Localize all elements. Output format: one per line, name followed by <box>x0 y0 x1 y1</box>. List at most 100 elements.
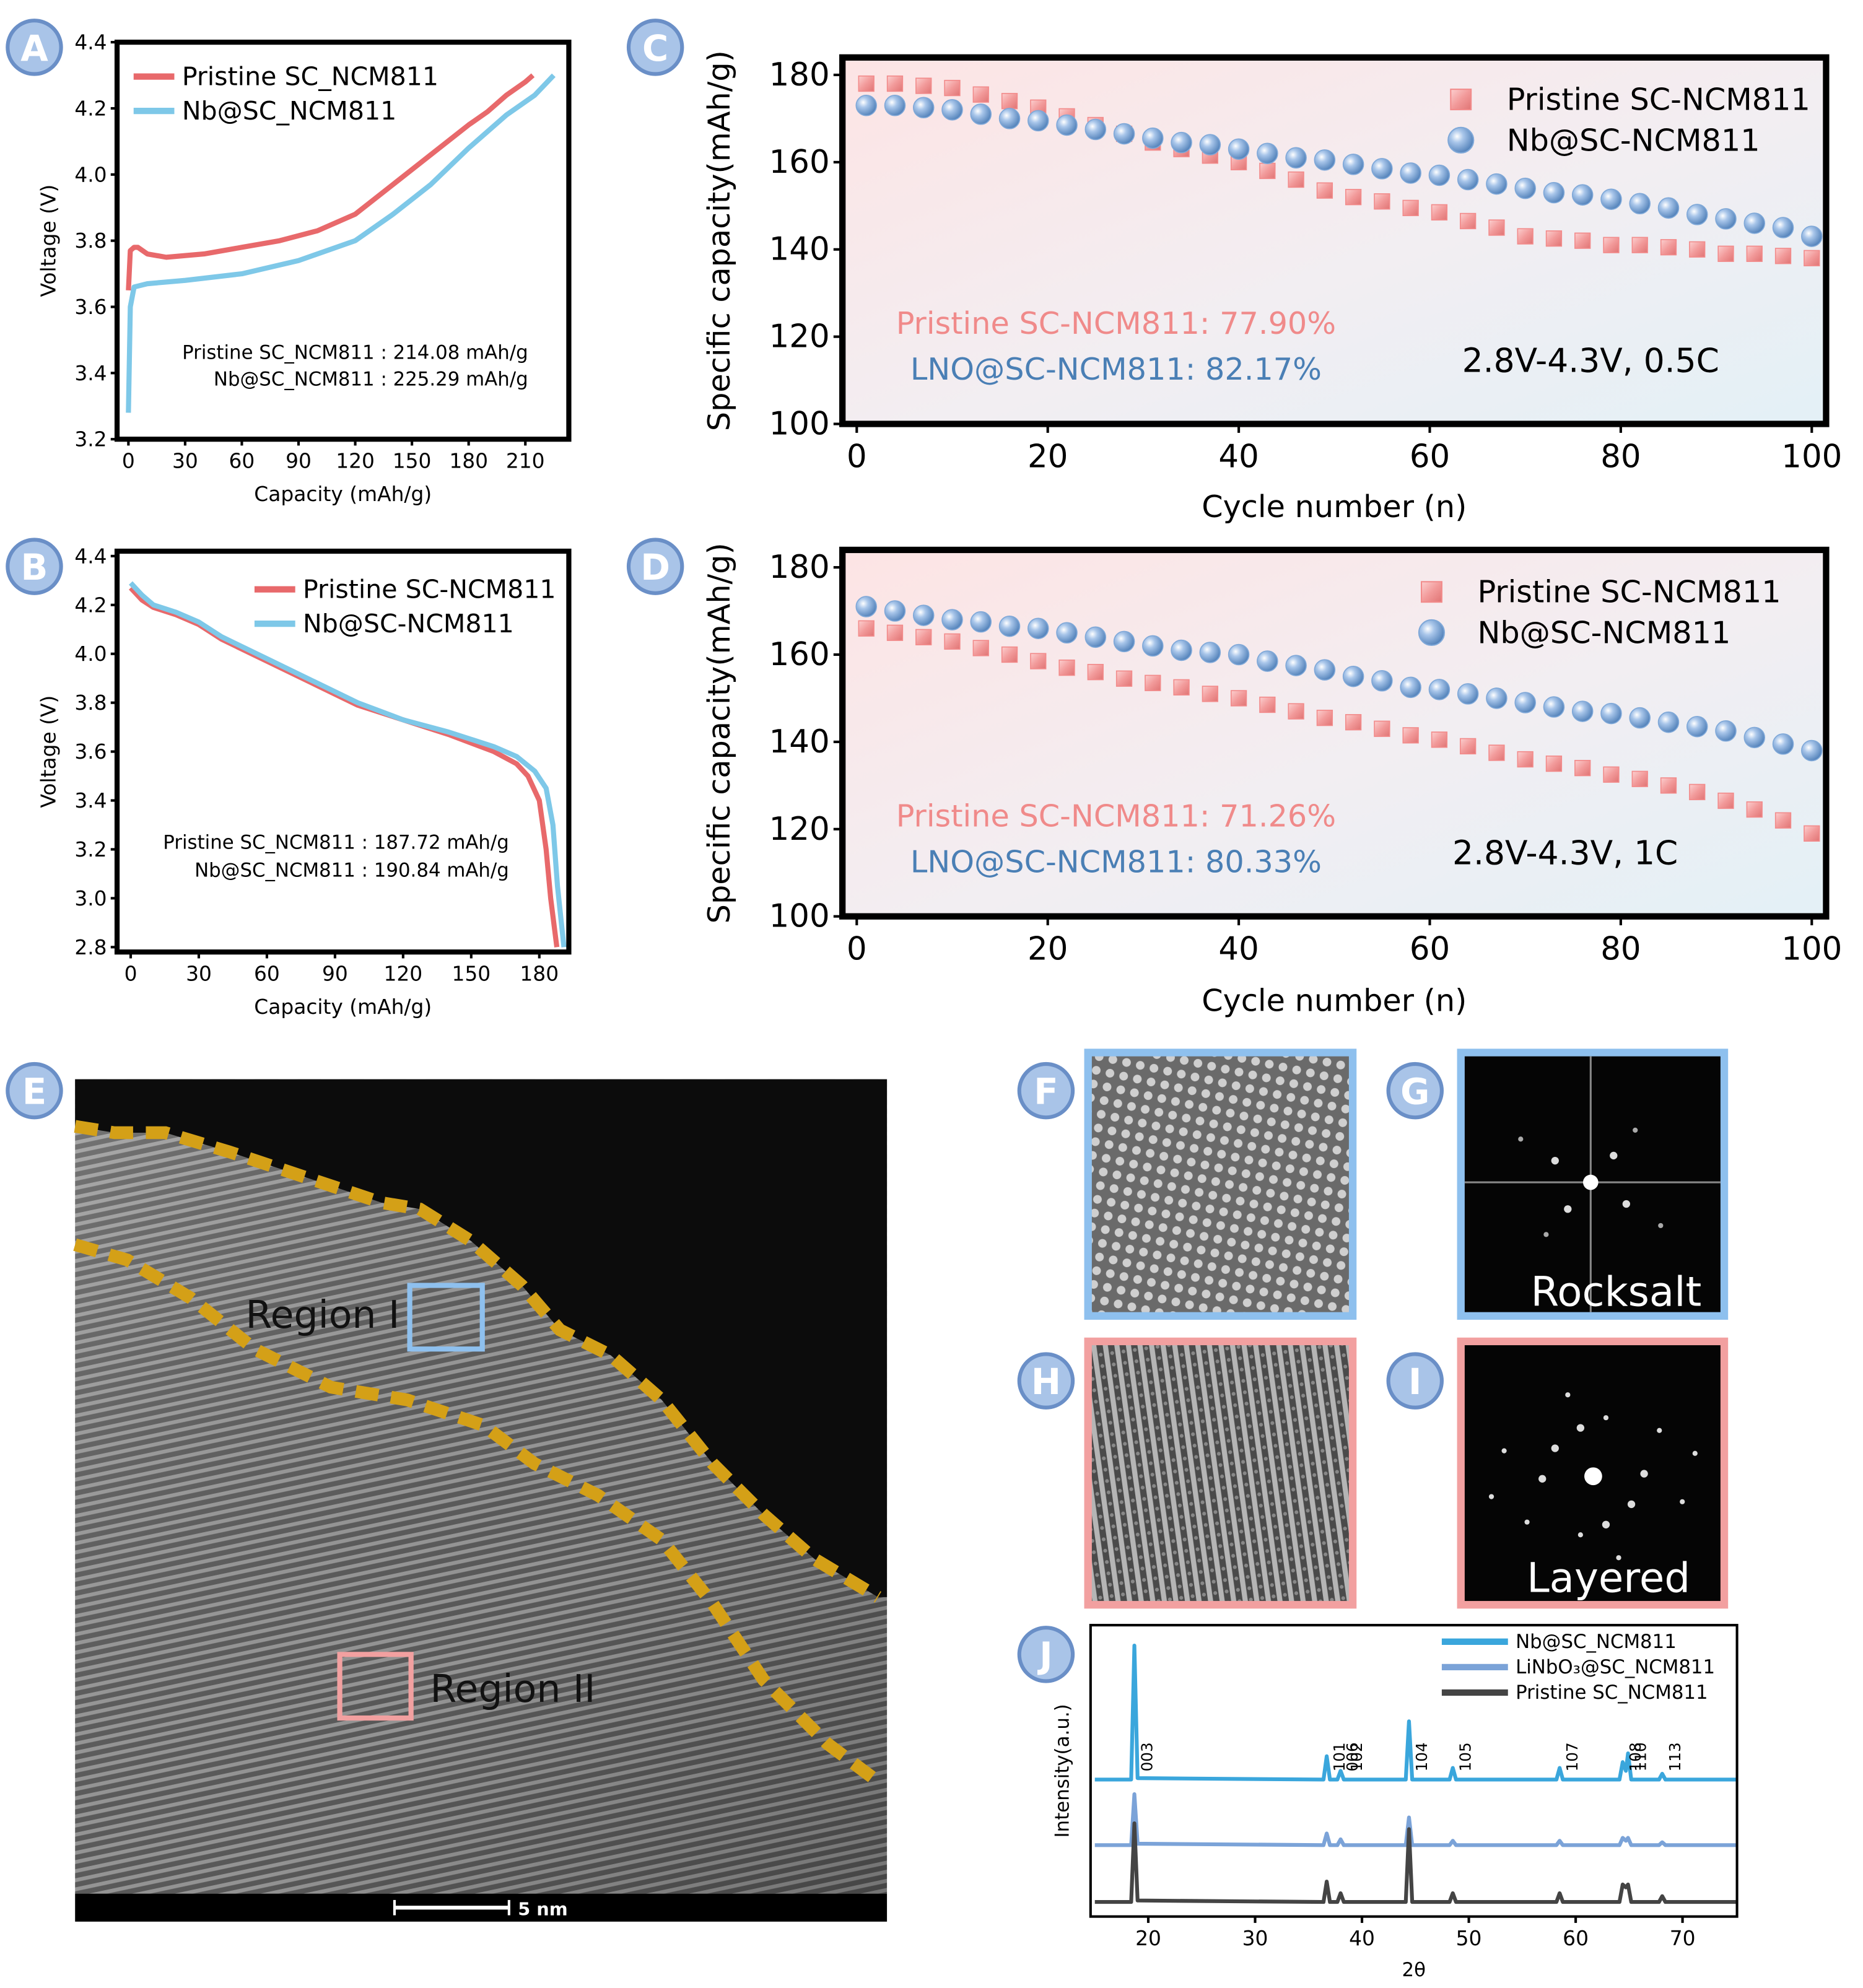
marker <box>1202 686 1218 702</box>
marker <box>944 79 961 97</box>
y-tick-label: 3.4 <box>74 361 107 385</box>
marker <box>1402 199 1419 216</box>
marker <box>1030 653 1047 669</box>
x-tick-label: 30 <box>1242 1926 1268 1950</box>
series-line <box>129 586 560 948</box>
legend-label: Nb@SC_NCM811 <box>1516 1631 1677 1653</box>
plot-frame <box>114 548 572 955</box>
marker <box>1400 676 1421 699</box>
x-tick-label: 100 <box>1781 438 1842 475</box>
fft-spot <box>1658 1223 1664 1229</box>
x-axis-label: Capacity (mAh/g) <box>254 995 432 1019</box>
x-tick-label: 0 <box>124 962 137 986</box>
y-tick-label: 3.4 <box>74 788 107 813</box>
marker <box>1316 709 1333 726</box>
panel-badge <box>6 1062 63 1120</box>
marker <box>1142 635 1164 657</box>
marker <box>884 95 906 116</box>
panel-badge <box>1017 1626 1075 1683</box>
marker <box>1314 149 1336 171</box>
marker <box>1631 237 1648 253</box>
marker <box>1743 726 1766 749</box>
panel-letter: C <box>642 28 668 69</box>
x-tick-label: 60 <box>229 449 255 473</box>
y-tick-label: 140 <box>769 231 830 268</box>
y-tick-label: 3.6 <box>74 739 107 764</box>
condition: 2.8V-4.3V, 1C <box>1452 833 1678 872</box>
peak-label: 108 <box>1626 1742 1644 1771</box>
legend-marker <box>1447 126 1475 154</box>
marker <box>1686 204 1708 225</box>
legend-label: Pristine SC_NCM811 <box>1516 1681 1708 1704</box>
marker <box>1056 622 1078 644</box>
x-tick-label: 30 <box>186 962 212 986</box>
marker <box>1228 643 1250 666</box>
marker <box>855 95 877 116</box>
marker <box>1285 147 1307 169</box>
marker <box>1428 679 1451 700</box>
marker <box>1715 720 1737 742</box>
marker <box>1288 171 1304 188</box>
marker <box>1371 158 1393 180</box>
marker <box>1199 134 1221 155</box>
panel-badge <box>1017 1352 1075 1410</box>
legend-marker <box>1450 89 1472 111</box>
marker <box>1460 738 1477 755</box>
marker <box>912 97 935 119</box>
series-line <box>126 73 535 290</box>
panel-letter: G <box>1400 1071 1429 1113</box>
region-box <box>337 1652 414 1721</box>
annotation: Nb@SC_NCM811 : 225.29 mAh/g <box>214 368 528 391</box>
series-line <box>1094 1643 1736 1782</box>
x-tick-label: 150 <box>393 449 432 473</box>
y-tick-label: 3.2 <box>74 837 107 861</box>
legend-label: Pristine SC_NCM811 <box>182 62 438 92</box>
marker <box>1314 659 1336 681</box>
peak-label: 003 <box>1138 1742 1156 1771</box>
marker <box>1689 783 1706 801</box>
marker <box>1603 766 1620 783</box>
y-tick-label: 160 <box>769 144 830 181</box>
y-axis-label: Voltage (V) <box>37 185 61 297</box>
plot-frame <box>839 54 1830 427</box>
panel-badge <box>1386 1062 1444 1120</box>
marker <box>1113 630 1135 653</box>
plot-frame <box>1089 1624 1739 1918</box>
fft-spot <box>1610 1151 1618 1160</box>
boundary-inner <box>73 1238 882 1787</box>
panel-badge <box>1017 1062 1075 1120</box>
marker <box>972 86 989 103</box>
peak-label: 102 <box>1348 1742 1366 1771</box>
marker <box>1717 245 1734 262</box>
marker <box>1171 131 1192 154</box>
marker <box>1345 714 1362 731</box>
peak-label: 113 <box>1666 1742 1684 1771</box>
x-axis-label: Cycle number (n) <box>1202 489 1467 525</box>
y-tick-label: 160 <box>769 636 830 673</box>
marker <box>1545 755 1563 772</box>
y-tick-label: 3.0 <box>74 886 107 910</box>
marker <box>1804 250 1820 266</box>
x-tick-label: 210 <box>506 449 545 473</box>
marker <box>1715 208 1737 230</box>
marker <box>1457 683 1479 705</box>
marker <box>1746 245 1763 262</box>
fft-spot <box>1543 1232 1549 1237</box>
marker <box>1774 248 1792 264</box>
marker <box>1115 670 1133 687</box>
x-tick-label: 20 <box>1135 1926 1161 1950</box>
fft-spot <box>1622 1200 1630 1208</box>
x-axis-label: 2θ <box>1402 1959 1425 1981</box>
marker <box>1486 687 1507 709</box>
condition: 2.8V-4.3V, 0.5C <box>1462 341 1719 380</box>
marker <box>1027 617 1049 639</box>
marker <box>858 75 875 92</box>
panel-badge <box>6 19 63 76</box>
x-tick-label: 20 <box>1027 438 1068 475</box>
marker <box>1113 123 1135 145</box>
fft-spot <box>1518 1136 1524 1142</box>
annotation: LNO@SC-NCM811: 82.17% <box>910 351 1322 387</box>
legend-label: Nb@SC_NCM811 <box>182 96 396 126</box>
fft-spot <box>1584 1467 1602 1486</box>
x-tick-label: 80 <box>1600 931 1641 968</box>
